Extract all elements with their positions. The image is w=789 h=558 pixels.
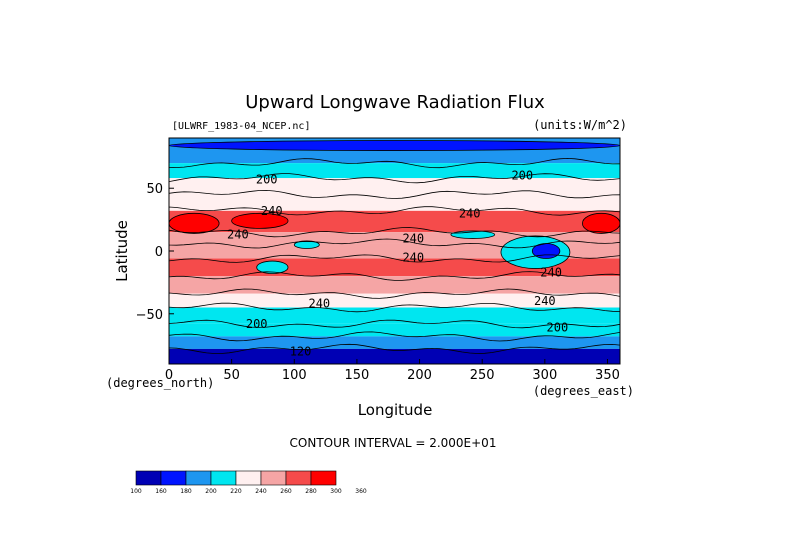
x-unit-label: (degrees_east) (533, 384, 634, 398)
y-axis-title: Latitude (113, 220, 131, 282)
x-axis-title: Longitude (358, 401, 433, 419)
colorbar-level-3: 200 (205, 488, 217, 495)
contour-line-11 (169, 319, 620, 329)
contour-line-12 (169, 331, 620, 342)
region-feature-0 (169, 212, 220, 234)
colorbar-swatch-2 (185, 470, 212, 486)
chart-title: Upward Longwave Radiation Flux (245, 92, 545, 113)
contour-line-13 (169, 343, 620, 354)
lat-band-10 (169, 307, 620, 324)
x-tick-label-3: 150 (345, 368, 370, 383)
region-feature-8 (169, 140, 620, 151)
colorbar-swatch-5 (260, 470, 287, 486)
colorbar-swatch-4 (235, 470, 262, 486)
colorbar-level-8: 300 (330, 488, 342, 495)
colorbar-level-5: 240 (255, 488, 267, 495)
colorbar-swatch-1 (160, 470, 187, 486)
lat-band-2 (169, 178, 620, 195)
region-feature-5 (256, 260, 289, 275)
contour-label-7: 240 (540, 265, 562, 279)
file-label: [ULWRF_1983-04_NCEP.nc] (172, 121, 310, 132)
x-axis: 0 50 100 150 200 250 300 350 (165, 359, 620, 383)
lat-band-3 (169, 194, 620, 211)
contour-label-10: 200 (246, 317, 268, 331)
colorbar-level-4: 220 (230, 488, 242, 495)
contour-lines (169, 157, 620, 354)
y-tick-label-1: 0 (155, 245, 163, 260)
flux-field (169, 138, 620, 364)
contour-label-0: 200 (256, 172, 278, 186)
y-unit-label: (degrees_north) (106, 376, 214, 390)
contour-label-11: 200 (547, 321, 569, 335)
contour-interval: CONTOUR INTERVAL = 2.000E+01 (290, 436, 497, 450)
contour-label-8: 240 (308, 297, 330, 311)
contour-line-6 (169, 238, 620, 249)
contour-line-8 (169, 271, 620, 281)
colorbar-level-9: 360 (355, 488, 367, 495)
contour-label-9: 240 (534, 294, 556, 308)
contour-line-4 (169, 206, 620, 216)
colorbar-level-0: 100 (130, 488, 142, 495)
colorbar-swatch-6 (285, 470, 312, 486)
x-tick-label-1: 50 (223, 368, 240, 383)
contour-label-1: 200 (511, 169, 533, 183)
lat-band-12 (169, 336, 620, 349)
contour-label-4: 240 (459, 206, 481, 220)
x-tick-label-6: 300 (532, 368, 557, 383)
colorbar-level-6: 260 (280, 488, 292, 495)
colorbar: 100 160 180 200 220 240 260 280 300 360 (130, 470, 367, 495)
contour-label-12: 120 (290, 344, 312, 358)
region-feature-2 (582, 212, 620, 234)
y-axis: 50 0 −50 (136, 182, 174, 323)
colorbar-level-7: 280 (305, 488, 317, 495)
region-feature-1 (231, 212, 289, 229)
contour-label-2: 240 (261, 204, 283, 218)
x-tick-label-0: 0 (165, 368, 173, 383)
colorbar-swatch-3 (210, 470, 237, 486)
units-label: (units:W/m^2) (533, 118, 627, 132)
colorbar-swatch-0 (135, 470, 162, 486)
contour-line-3 (169, 189, 620, 199)
contour-line-1 (169, 157, 620, 169)
lat-band-1 (169, 163, 620, 179)
lat-band-9 (169, 293, 620, 308)
y-tick-label-2: −50 (136, 308, 163, 323)
x-tick-label-2: 100 (282, 368, 307, 383)
contour-label-6: 240 (402, 250, 424, 264)
colorbar-level-2: 180 (180, 488, 192, 495)
contour-line-5 (169, 227, 620, 238)
contour-label-5: 240 (402, 231, 424, 245)
contour-labels: 200 200 240 240 240 240 240 240 240 240 200 200 120 (227, 169, 568, 359)
colorbar-level-1: 160 (155, 488, 167, 495)
x-tick-label-5: 250 (470, 368, 495, 383)
contour-line-7 (169, 254, 620, 263)
x-tick-label-7: 350 (595, 368, 620, 383)
colorbar-swatch-7 (310, 470, 337, 486)
y-tick-label-0: 50 (146, 182, 163, 197)
contour-line-10 (169, 302, 620, 313)
contour-line-9 (169, 288, 620, 299)
contour-line-2 (169, 173, 620, 184)
x-tick-label-4: 200 (407, 368, 432, 383)
region-feature-6 (293, 240, 320, 249)
lat-band-5 (169, 232, 620, 244)
contour-label-3: 240 (227, 228, 249, 242)
lat-band-13 (169, 348, 620, 364)
